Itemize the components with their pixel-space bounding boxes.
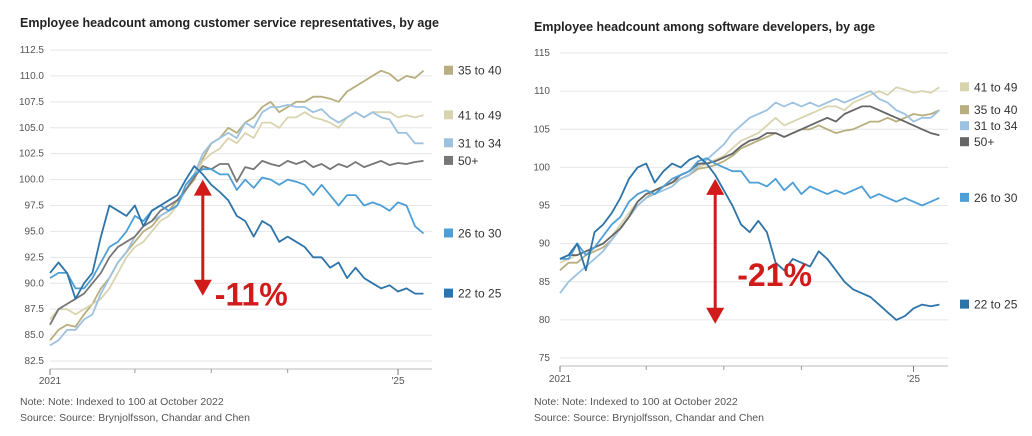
y-tick-label: 105 [533, 124, 550, 135]
y-tick-label: 90 [539, 239, 551, 250]
y-tick-label: 87.5 [25, 304, 45, 315]
chart-panel-customer-service: Employee headcount among customer servic… [19, 16, 502, 424]
y-tick-label: 82.5 [25, 356, 45, 367]
legend-label: 50+ [458, 154, 478, 168]
y-tick-label: 95.0 [25, 226, 45, 237]
series-line-22-to-25 [49, 165, 424, 300]
chart-svg-customer-service: 112.5 110.0 107.5 105.0 102.5 100.0 97.5 95.0 92… [19, 45, 502, 387]
legend-swatch [444, 65, 453, 75]
legend-swatch [960, 192, 969, 202]
legend-swatch [960, 137, 969, 147]
annotation-arrow-head-down [193, 279, 212, 296]
x-tick-label: '25 [392, 376, 405, 387]
chart-note: Note: Note: Indexed to 100 at October 20… [20, 396, 224, 408]
legend-swatch [960, 299, 969, 309]
legend-swatch [444, 138, 453, 148]
y-tick-label: 85 [539, 277, 551, 288]
y-tick-label: 110 [534, 86, 550, 97]
chart-source: Source: Source: Brynjolfsson, Chandar an… [534, 412, 764, 424]
chart-source: Source: Source: Brynjolfsson, Chandar an… [20, 412, 250, 424]
chart-title: Employee headcount among customer servic… [20, 16, 439, 30]
y-tick-label: 105.0 [19, 123, 44, 134]
series-line-22-to-25 [559, 154, 940, 321]
y-tick-label: 97.5 [25, 201, 45, 212]
x-tick-label: 2021 [549, 374, 572, 385]
chart-note: Note: Note: Indexed to 100 at October 20… [534, 396, 738, 408]
legend-swatch [444, 288, 453, 298]
y-tick-label: 92.5 [25, 252, 45, 263]
y-tick-label: 85.0 [25, 330, 45, 341]
series-line-26-to-30 [560, 157, 940, 260]
legend-swatch [960, 121, 969, 131]
legend-label: 50+ [974, 135, 994, 149]
annotation-label: -11% [215, 277, 288, 313]
chart-title: Employee headcount among software develo… [534, 20, 876, 34]
y-tick-label: 115 [534, 48, 550, 59]
y-tick-label: 75 [539, 353, 551, 364]
annotation-arrow-head-up [706, 178, 725, 195]
legend-label: 22 to 25 [458, 287, 502, 301]
legend-swatch [444, 228, 453, 238]
y-tick-label: 102.5 [19, 149, 44, 160]
x-tick-label: 2021 [39, 376, 62, 387]
legend-swatch [444, 110, 453, 120]
legend-label: 22 to 25 [974, 298, 1018, 312]
y-tick-label: 90.0 [25, 278, 45, 289]
y-tick-label: 110.0 [20, 71, 45, 82]
x-tick-label: '25 [907, 374, 920, 385]
series-line-31-to-34 [49, 104, 424, 347]
annotation-arrow-head-down [706, 307, 725, 324]
legend-label: 31 to 34 [458, 136, 502, 150]
y-tick-label: 100.0 [19, 175, 44, 186]
y-tick-label: 112.5 [20, 45, 45, 56]
legend-label: 26 to 30 [458, 226, 502, 240]
y-tick-label: 107.5 [19, 97, 44, 108]
legend-swatch [960, 82, 969, 92]
annotation-arrow-head-up [193, 179, 212, 196]
series-line-50plus [49, 159, 424, 326]
chart-svg-software-developers: 115 110 105 100 95 90 85 80 75 2021 '25 41 to 49 35 … [533, 48, 1018, 385]
y-tick-label: 100 [533, 162, 550, 173]
series-line-35-to-40 [559, 109, 940, 271]
legend-label: 35 to 40 [974, 103, 1018, 117]
chart-panel-software-developers: Employee headcount among software develo… [516, 0, 1032, 436]
legend-label: 41 to 49 [974, 80, 1018, 94]
legend-label: 41 to 49 [458, 108, 502, 122]
legend-label: 31 to 34 [974, 119, 1018, 133]
series-line-26-to-30 [49, 168, 425, 290]
legend-label: 35 to 40 [458, 64, 502, 78]
legend-label: 26 to 30 [974, 191, 1018, 205]
legend-swatch [960, 105, 969, 115]
y-tick-label: 80 [539, 315, 551, 326]
series-line-50plus [559, 105, 940, 260]
legend-swatch [444, 155, 453, 165]
annotation-label: -21% [737, 257, 812, 293]
series-line-41-to-49 [559, 86, 940, 264]
y-tick-label: 95 [539, 201, 551, 212]
